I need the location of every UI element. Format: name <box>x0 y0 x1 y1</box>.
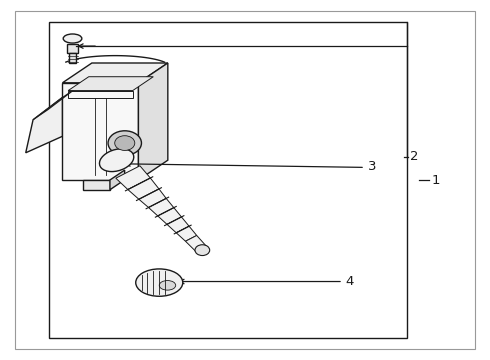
Polygon shape <box>176 226 196 241</box>
Bar <box>69 53 76 63</box>
Text: 3: 3 <box>368 160 376 173</box>
Polygon shape <box>167 217 189 233</box>
Ellipse shape <box>99 149 134 172</box>
Ellipse shape <box>136 269 183 296</box>
Polygon shape <box>63 83 138 180</box>
Polygon shape <box>128 178 159 199</box>
Circle shape <box>195 245 210 256</box>
Polygon shape <box>186 235 206 251</box>
Polygon shape <box>68 77 153 91</box>
Polygon shape <box>110 170 124 190</box>
Text: 1: 1 <box>431 174 440 186</box>
Ellipse shape <box>159 280 176 290</box>
Ellipse shape <box>63 34 82 43</box>
Polygon shape <box>139 189 166 207</box>
Bar <box>68 91 133 98</box>
Polygon shape <box>138 63 168 180</box>
Circle shape <box>108 131 142 156</box>
Polygon shape <box>116 166 150 190</box>
Text: 4: 4 <box>345 275 354 288</box>
Bar <box>49 22 407 338</box>
Text: 2: 2 <box>410 150 418 163</box>
Polygon shape <box>63 63 168 83</box>
Polygon shape <box>26 98 63 153</box>
Polygon shape <box>33 87 77 120</box>
Bar <box>68 44 77 53</box>
Bar <box>83 180 110 190</box>
Polygon shape <box>158 208 181 224</box>
Polygon shape <box>148 198 174 216</box>
Circle shape <box>115 136 135 150</box>
